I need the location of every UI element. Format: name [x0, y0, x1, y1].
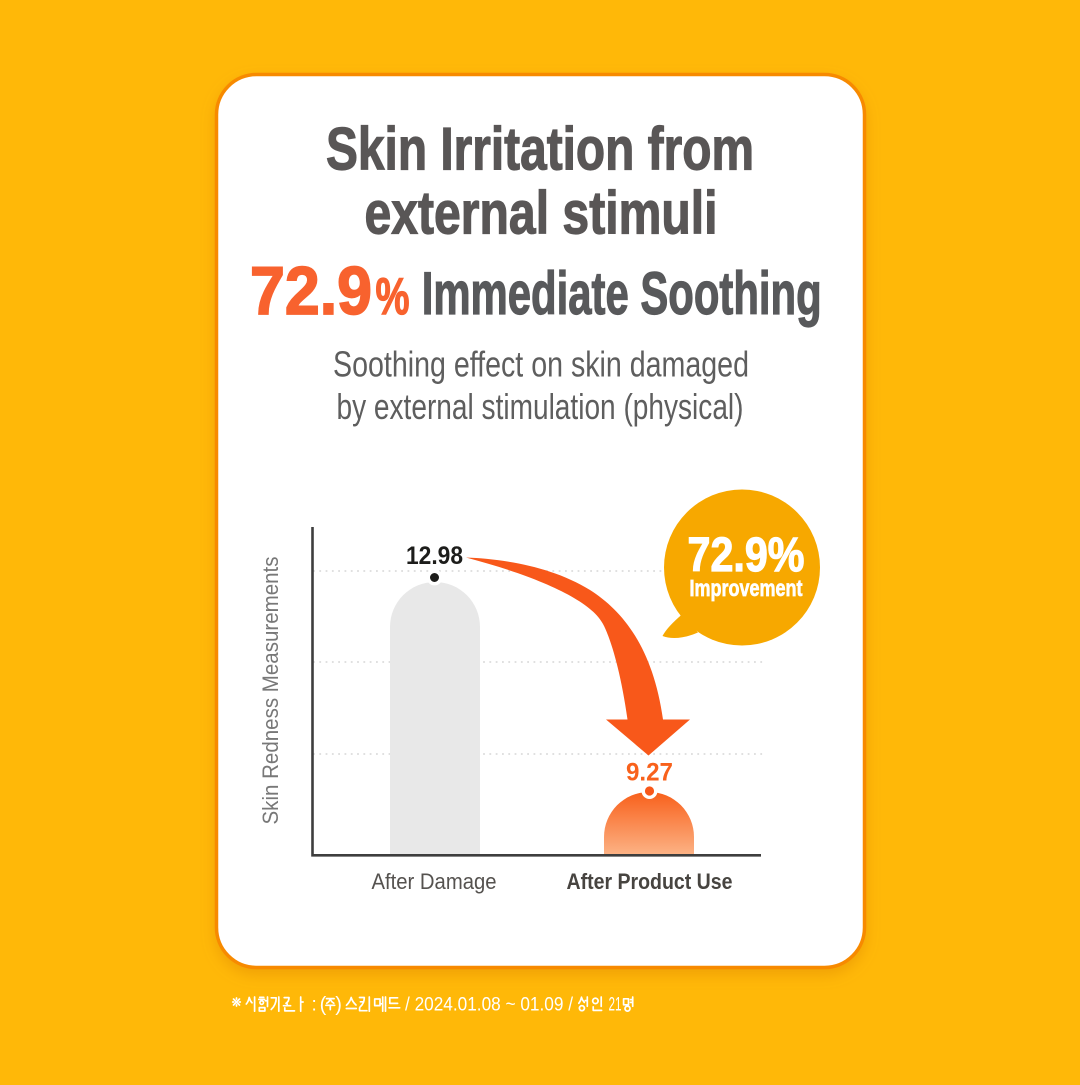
- svg-text:%: %: [376, 268, 410, 326]
- svg-text:): ): [335, 994, 342, 1016]
- svg-text:9.27: 9.27: [626, 759, 673, 787]
- svg-text:Immediate Soothing: Immediate Soothing: [422, 260, 822, 327]
- svg-text:Skin Irritation from: Skin Irritation from: [326, 116, 754, 183]
- svg-text:by external stimulation (physi: by external stimulation (physical): [337, 386, 744, 427]
- svg-text:Soothing effect on skin damage: Soothing effect on skin damaged: [333, 344, 749, 385]
- svg-text:After Product Use: After Product Use: [567, 869, 733, 894]
- svg-text:72.9: 72.9: [250, 253, 372, 329]
- svg-text:21: 21: [609, 995, 622, 1016]
- svg-text:/ 2024.01.08 ~ 01.09 /: / 2024.01.08 ~ 01.09 /: [405, 995, 574, 1016]
- svg-text:Skin Redness Measurements: Skin Redness Measurements: [258, 557, 283, 825]
- svg-text:12.98: 12.98: [406, 542, 463, 570]
- svg-text:external stimuli: external stimuli: [365, 179, 718, 246]
- svg-text:Improvement: Improvement: [690, 575, 803, 601]
- svg-text::: :: [312, 995, 317, 1016]
- svg-text:After Damage: After Damage: [372, 869, 497, 894]
- svg-text:72.9%: 72.9%: [688, 529, 805, 582]
- svg-text:(: (: [320, 994, 327, 1016]
